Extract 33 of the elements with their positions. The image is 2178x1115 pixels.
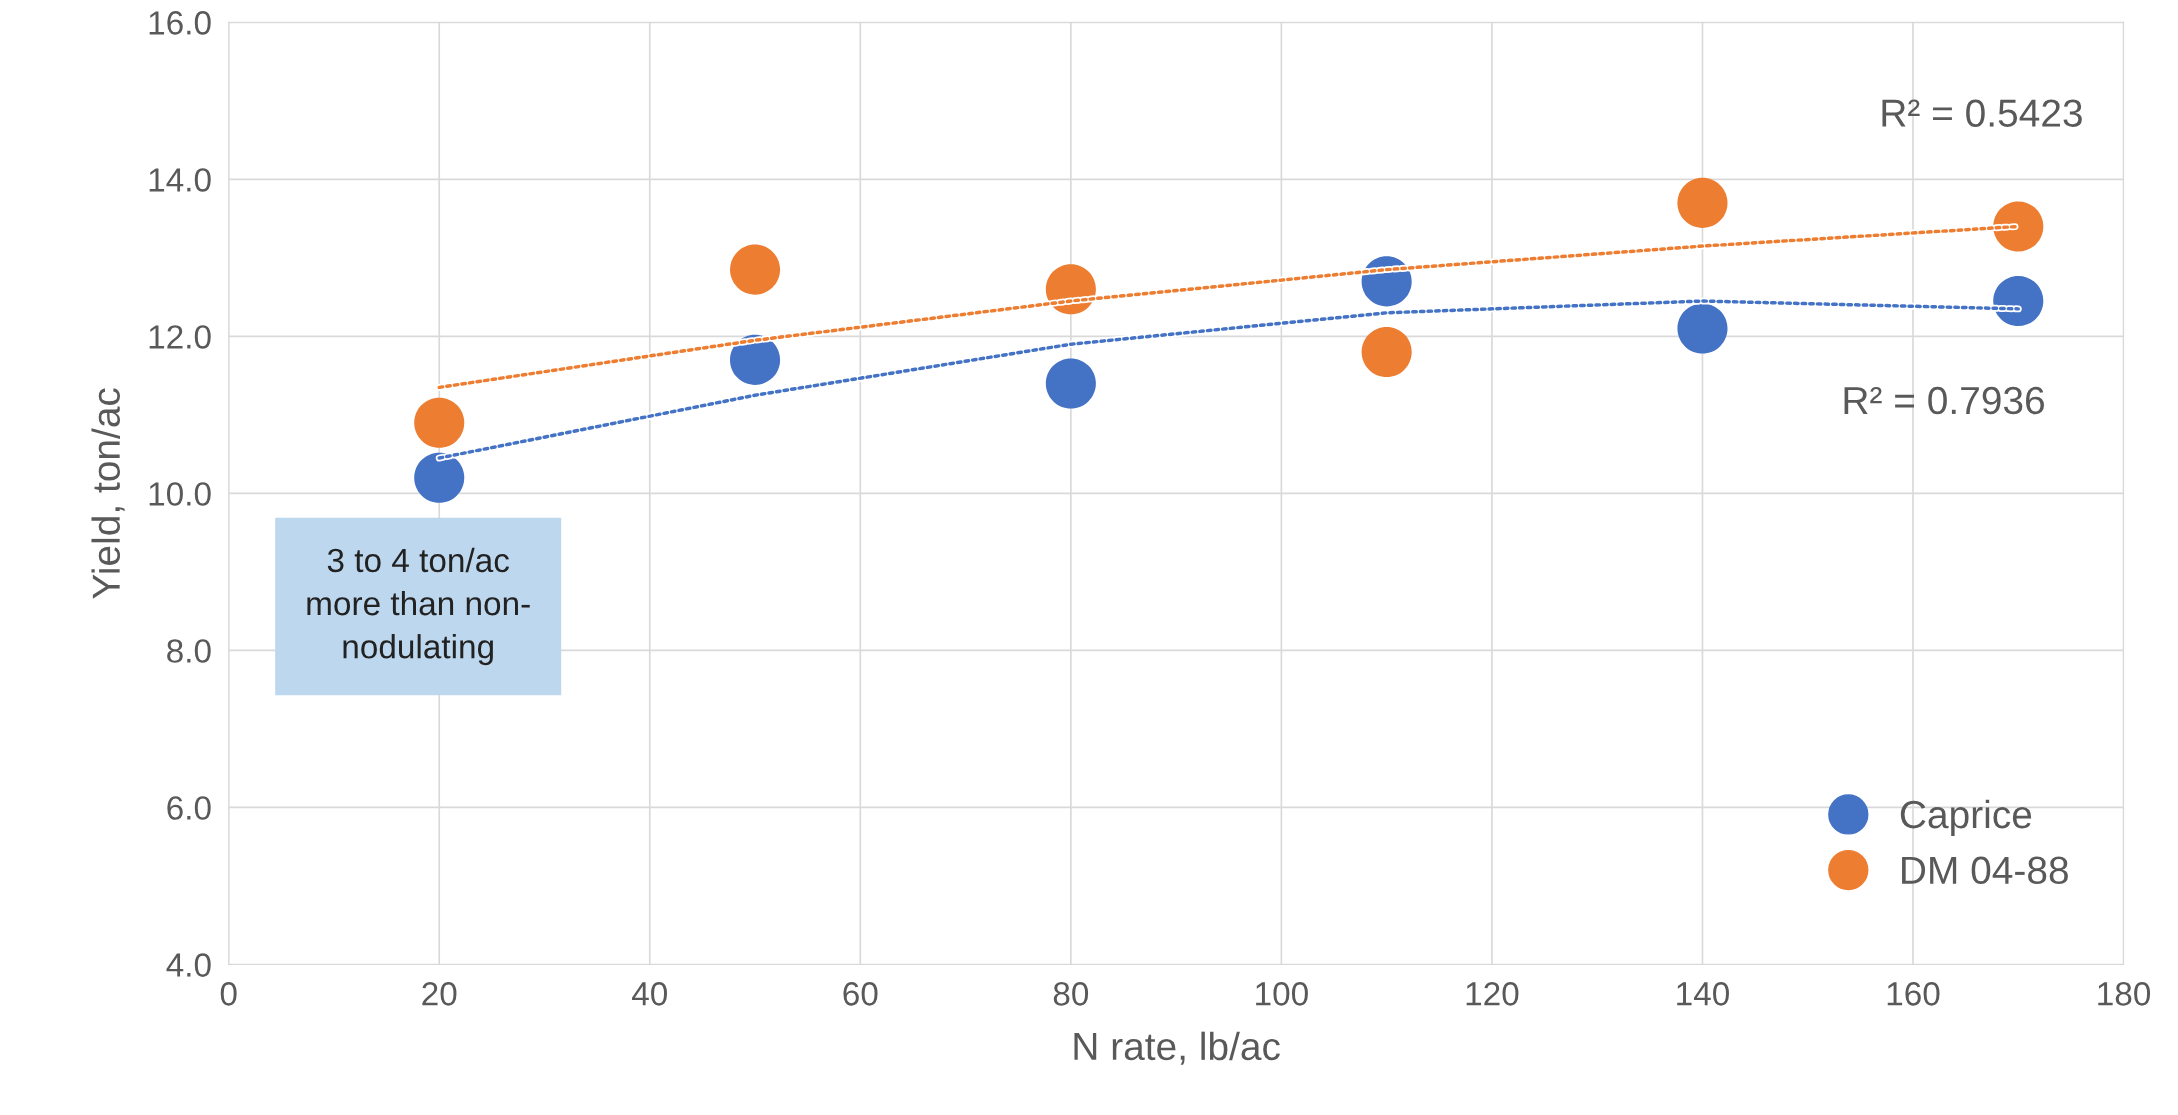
y-tick-label: 12.0 — [149, 325, 211, 349]
point — [1045, 358, 1096, 409]
point — [1677, 177, 1728, 228]
point — [414, 397, 465, 448]
x-axis-title: N rate, lb/ac — [1074, 1031, 1280, 1065]
annotation: 3 to 4 ton/ac more than non- nodulating — [307, 547, 530, 666]
x-tick-label: 80 — [1053, 982, 1089, 1006]
y-tick-label: 8.0 — [167, 639, 211, 663]
y-tick-label: 6.0 — [167, 796, 211, 820]
x-tick-label: 0 — [220, 982, 237, 1006]
legend-label: DM 04-88 — [1902, 856, 2068, 885]
y-tick-label: 16.0 — [149, 11, 211, 35]
legend-label: Caprice — [1900, 799, 2032, 837]
x-tick-label: 180 — [2098, 982, 2151, 1006]
annotation: R² = 0.7936 — [1844, 386, 2044, 415]
x-tick-label: 20 — [422, 982, 457, 1006]
y-axis-title: Yield, ton/ac — [91, 388, 125, 599]
y-tick-label: 10.0 — [149, 482, 211, 506]
x-tick-label: 160 — [1887, 982, 1940, 1006]
x-tick-label: 100 — [1256, 982, 1308, 1006]
x-tick-label: 60 — [843, 982, 878, 1006]
point — [730, 244, 781, 295]
point — [1993, 201, 2044, 252]
x-tick-label: 120 — [1466, 982, 1519, 1006]
point — [1677, 303, 1728, 354]
x-tick-label: 40 — [632, 982, 668, 1006]
y-tick-label: 14.0 — [149, 168, 211, 192]
point — [414, 452, 465, 503]
y-tick-label: 4.0 — [166, 953, 211, 977]
point — [1361, 327, 1412, 378]
annotation: R² = 0.5423 — [1882, 99, 2082, 127]
x-tick-label: 140 — [1677, 982, 1729, 1006]
point — [1993, 275, 2044, 327]
